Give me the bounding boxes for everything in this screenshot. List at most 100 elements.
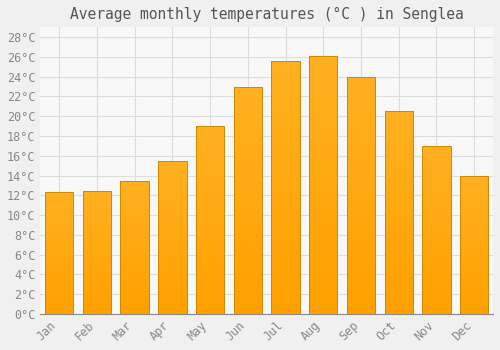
Bar [45,234,74,235]
Bar [196,273,224,274]
Bar [384,284,413,286]
Bar [196,261,224,263]
Bar [234,230,262,232]
Bar [460,228,488,230]
Bar [196,304,224,306]
Bar [422,149,450,151]
Bar [234,296,262,298]
Bar [158,162,186,164]
Bar [460,242,488,243]
Bar [384,111,413,314]
Bar [234,284,262,287]
Bar [460,286,488,288]
Bar [45,273,74,274]
Bar [272,271,299,273]
Bar [83,211,111,212]
Bar [158,288,186,289]
Bar [272,248,299,251]
Bar [384,162,413,164]
Bar [347,112,375,115]
Bar [234,289,262,291]
Bar [384,292,413,294]
Bar [196,186,224,188]
Bar [234,278,262,280]
Bar [158,226,186,228]
Bar [347,93,375,96]
Bar [347,247,375,250]
Bar [234,273,262,275]
Bar [196,173,224,175]
Bar [347,257,375,259]
Bar [272,175,299,177]
Bar [272,291,299,294]
Bar [45,308,74,309]
Bar [422,277,450,279]
Bar [347,105,375,107]
Bar [347,231,375,233]
Bar [45,271,74,273]
Bar [120,196,149,197]
Bar [83,202,111,204]
Bar [45,265,74,266]
Bar [272,109,299,112]
Bar [422,268,450,270]
Bar [83,210,111,211]
Bar [120,254,149,256]
Bar [83,288,111,289]
Bar [384,164,413,166]
Bar [196,267,224,269]
Bar [309,299,338,301]
Bar [384,166,413,168]
Bar [422,206,450,208]
Bar [272,79,299,81]
Bar [196,162,224,164]
Bar [45,284,74,285]
Bar [83,199,111,200]
Bar [422,232,450,233]
Bar [422,279,450,280]
Bar [196,278,224,280]
Bar [384,288,413,289]
Bar [234,127,262,130]
Bar [460,289,488,290]
Bar [272,61,299,314]
Bar [422,250,450,252]
Bar [158,190,186,191]
Bar [422,178,450,180]
Bar [158,300,186,302]
Bar [384,150,413,152]
Bar [347,198,375,200]
Bar [196,282,224,284]
Bar [460,203,488,205]
Bar [83,300,111,302]
Bar [45,208,74,209]
Bar [309,260,338,262]
Bar [309,205,338,208]
Bar [83,236,111,237]
Bar [120,233,149,235]
Bar [460,192,488,194]
Bar [384,253,413,255]
Bar [347,138,375,141]
Bar [460,213,488,214]
Bar [384,174,413,176]
Bar [422,280,450,282]
Bar [196,231,224,233]
Bar [234,255,262,257]
Bar [347,174,375,176]
Bar [347,245,375,247]
Bar [422,228,450,230]
Bar [272,256,299,258]
Bar [120,199,149,200]
Bar [460,254,488,256]
Bar [309,136,338,139]
Bar [309,221,338,224]
Bar [384,156,413,158]
Bar [83,260,111,261]
Bar [196,291,224,293]
Bar [272,225,299,228]
Bar [158,268,186,270]
Bar [309,231,338,234]
Bar [45,286,74,287]
Bar [422,287,450,289]
